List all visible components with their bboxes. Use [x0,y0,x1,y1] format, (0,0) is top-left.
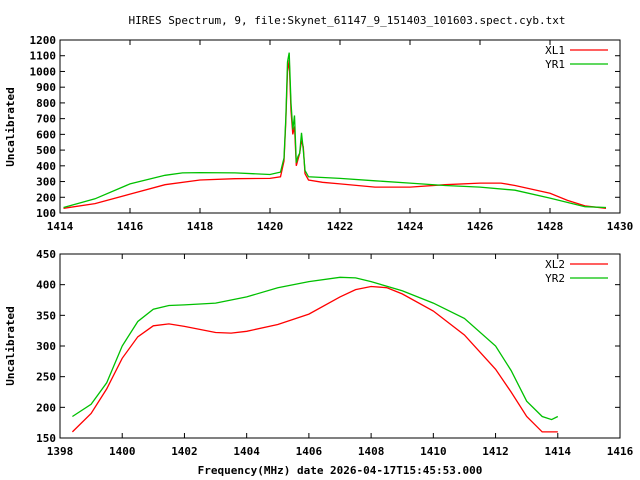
legend-label: XL2 [545,258,565,271]
y-tick-label: 200 [36,191,56,204]
y-axis-label: Uncalibrated [4,87,17,166]
legend-label: YR2 [545,272,565,285]
y-tick-label: 700 [36,113,56,126]
x-tick-label: 1416 [117,220,144,233]
y-tick-label: 300 [36,340,56,353]
x-tick-label: 1418 [187,220,214,233]
y-tick-label: 900 [36,81,56,94]
series-line-xl2 [71,285,558,433]
series-line-yr2 [72,276,559,421]
x-tick-label: 1422 [327,220,354,233]
y-tick-label: 800 [36,97,56,110]
x-tick-label: 1400 [109,445,136,458]
y-tick-label: 200 [36,401,56,414]
legend-label: YR1 [545,58,565,71]
x-tick-label: 1426 [467,220,494,233]
series-line-yr1 [63,52,607,209]
x-tick-label: 1408 [358,445,385,458]
x-tick-label: 1416 [607,445,634,458]
x-tick-label: 1406 [296,445,323,458]
x-tick-label: 1404 [233,445,260,458]
x-tick-label: 1430 [607,220,634,233]
y-tick-label: 450 [36,248,56,261]
y-tick-label: 400 [36,279,56,292]
y-tick-label: 1100 [30,50,57,63]
x-tick-label: 1412 [482,445,509,458]
y-tick-label: 1000 [30,65,57,78]
x-tick-label: 1414 [545,445,572,458]
plot-frame [59,39,621,214]
x-tick-label: 1424 [397,220,424,233]
y-tick-label: 250 [36,371,56,384]
x-axis-label: Frequency(MHz) date 2026-04-17T15:45:53.… [198,464,483,477]
y-tick-label: 1200 [30,34,57,47]
y-tick-label: 500 [36,144,56,157]
series-line-xl1 [63,60,607,209]
bottom-plot: 1398 1400 1402 1404 1406 1408 1410 1412 1414 1416… [4,248,634,477]
x-tick-label: 1428 [537,220,564,233]
chart-title: HIRES Spectrum, 9, file:Skynet_61147_9_1… [128,14,565,27]
x-tick-label: 1402 [171,445,198,458]
y-tick-label: 350 [36,309,56,322]
top-plot: 1414 1416 1418 1420 1422 1424 1426 1428 1430 100 2… [4,34,633,233]
x-tick-label: 1410 [420,445,447,458]
x-tick-label: 1414 [47,220,74,233]
legend-label: XL1 [545,44,565,57]
x-tick-label: 1420 [257,220,284,233]
y-tick-label: 400 [36,160,56,173]
y-tick-label: 100 [36,207,56,220]
x-tick-label: 1398 [47,445,74,458]
y-tick-label: 300 [36,176,56,189]
y-axis-label: Uncalibrated [4,306,17,385]
y-tick-label: 600 [36,128,56,141]
y-tick-label: 150 [36,432,56,445]
